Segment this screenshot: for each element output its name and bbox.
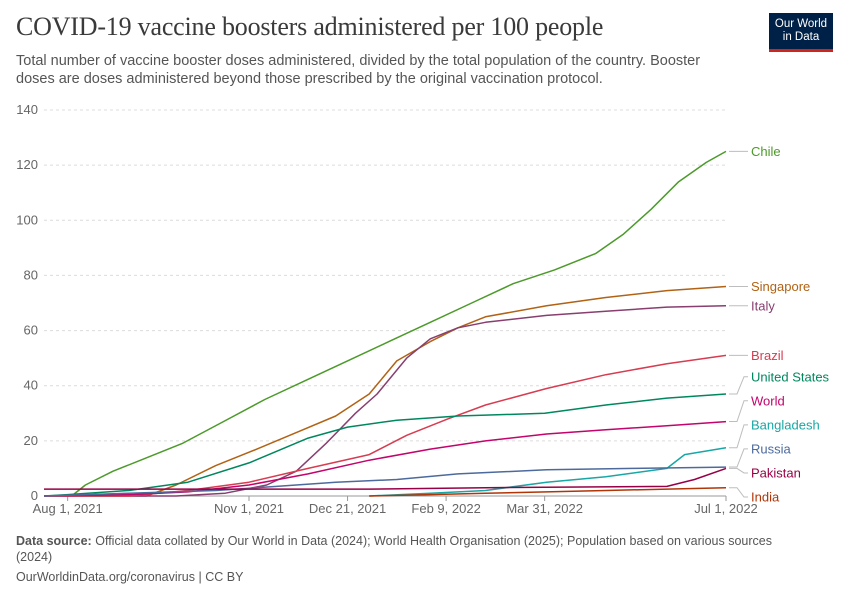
y-tick-label: 80 [24, 267, 38, 282]
series-label-india[interactable]: India [751, 490, 780, 505]
label-connector [729, 487, 748, 498]
y-tick-label: 60 [24, 323, 38, 338]
gridlines [44, 109, 726, 497]
series-line-bangladesh[interactable] [369, 447, 727, 497]
owid-logo[interactable]: Our World in Data [769, 13, 833, 52]
y-tick-label: 40 [24, 378, 38, 393]
source-text: Official data collated by Our World in D… [16, 534, 772, 564]
label-connector [729, 400, 748, 423]
series-label-singapore[interactable]: Singapore [751, 279, 810, 294]
chart-title: COVID-19 vaccine boosters administered p… [16, 12, 604, 41]
y-tick-label: 100 [16, 212, 38, 227]
series-lines [43, 150, 727, 497]
series-label-brazil[interactable]: Brazil [751, 348, 784, 363]
series-line-italy[interactable] [44, 305, 727, 497]
line-chart: 0 20 40 60 80 100 120 140 Aug 1, 2021 Nov 1, 2021… [16, 102, 830, 516]
axes: 0 20 40 60 80 100 120 140 Aug 1, 2021 Nov 1, 2021… [16, 102, 758, 516]
label-connector [729, 448, 748, 468]
series-line-india[interactable] [369, 486, 727, 497]
series-label-italy[interactable]: Italy [751, 298, 775, 313]
y-tick-label: 20 [24, 433, 38, 448]
logo-line-1: Our World [774, 18, 828, 30]
series-line-brazil[interactable] [44, 354, 727, 497]
series-labels: Chile Singapore Italy Brazil United States Wo… [729, 144, 830, 505]
series-label-russia[interactable]: Russia [751, 441, 792, 456]
x-tick-label: Mar 31, 2022 [506, 501, 583, 516]
x-tick-label: Feb 9, 2022 [411, 501, 480, 516]
series-line-pakistan[interactable] [44, 467, 727, 490]
series-label-bangladesh[interactable]: Bangladesh [751, 417, 820, 432]
footer-source: Data source: Official data collated by O… [16, 533, 806, 565]
y-tick-label: 0 [31, 488, 38, 503]
footer-link[interactable]: OurWorldinData.org/coronavirus | CC BY [16, 570, 244, 584]
logo-line-2: in Data [782, 31, 820, 43]
y-tick-label: 120 [16, 157, 38, 172]
chart-subtitle: Total number of vaccine booster doses ad… [16, 53, 701, 87]
series-line-world[interactable] [43, 420, 727, 497]
source-label: Data source: [16, 534, 92, 548]
series-label-united-states[interactable]: United States [751, 369, 830, 384]
y-tick-label: 140 [16, 102, 38, 117]
series-line-singapore[interactable] [44, 285, 727, 497]
series-label-pakistan[interactable]: Pakistan [751, 465, 801, 480]
x-tick-label: Jul 1, 2022 [694, 501, 758, 516]
label-connector [729, 467, 748, 474]
x-tick-label: Nov 1, 2021 [214, 501, 284, 516]
x-tick-label: Aug 1, 2021 [33, 501, 103, 516]
series-label-chile[interactable]: Chile [751, 144, 781, 159]
x-tick-label: Dec 21, 2021 [309, 501, 386, 516]
label-connector [729, 424, 748, 449]
series-label-world[interactable]: World [751, 393, 785, 408]
label-connector [729, 376, 748, 395]
series-line-russia[interactable] [43, 466, 727, 497]
series-line-chile[interactable] [71, 150, 727, 497]
series-line-united-states[interactable] [43, 393, 727, 497]
